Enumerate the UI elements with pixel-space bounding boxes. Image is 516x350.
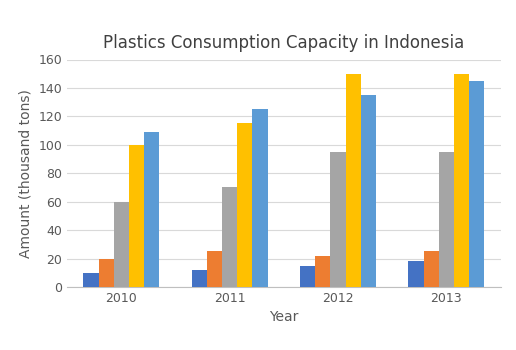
Bar xyxy=(469,81,485,287)
Bar xyxy=(207,251,222,287)
Bar xyxy=(454,74,469,287)
Bar xyxy=(300,266,315,287)
Y-axis label: Amount (thousand tons): Amount (thousand tons) xyxy=(19,89,33,258)
X-axis label: Year: Year xyxy=(269,310,298,324)
Title: Plastics Consumption Capacity in Indonesia: Plastics Consumption Capacity in Indones… xyxy=(103,34,464,52)
Bar xyxy=(237,124,252,287)
Bar xyxy=(83,273,99,287)
Bar xyxy=(252,109,267,287)
Bar xyxy=(424,251,439,287)
Bar xyxy=(99,259,114,287)
Bar xyxy=(409,261,424,287)
Bar xyxy=(330,152,346,287)
Bar xyxy=(144,132,159,287)
Bar xyxy=(114,202,129,287)
Bar xyxy=(315,256,330,287)
Bar xyxy=(222,188,237,287)
Bar xyxy=(346,74,361,287)
Bar xyxy=(361,95,376,287)
Bar xyxy=(439,152,454,287)
Bar xyxy=(129,145,144,287)
Bar xyxy=(191,270,207,287)
